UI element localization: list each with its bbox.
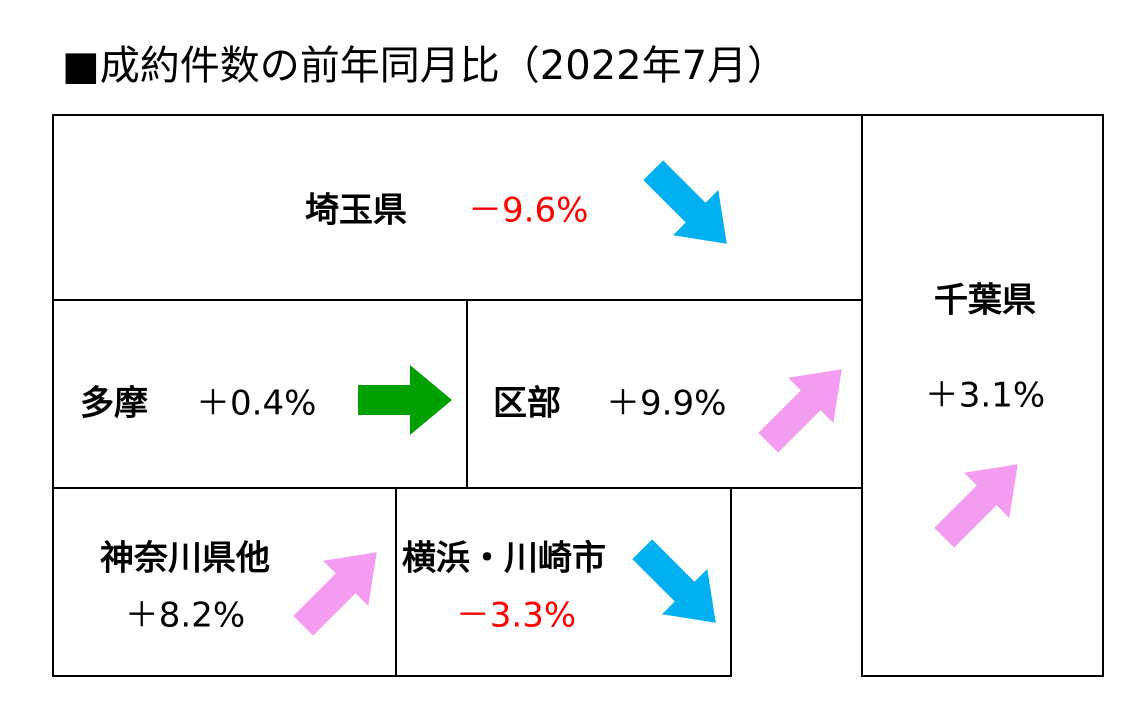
region-change: ＋8.2% (125, 596, 245, 636)
region-change: ＋3.1% (925, 376, 1045, 416)
region-name: 神奈川県他 (100, 539, 270, 579)
region-name: 多摩 (80, 384, 148, 424)
region-box (395, 487, 732, 677)
region-change: －3.3% (456, 596, 576, 636)
title: ■成約件数の前年同月比（2022年7月） (62, 43, 787, 89)
region-name: 横浜・川崎市 (402, 539, 606, 579)
arrow-up (934, 464, 1018, 548)
arrow-up (758, 369, 842, 453)
region-grid (52, 114, 1104, 677)
region-name: 千葉県 (934, 281, 1036, 321)
arrow-down (632, 539, 716, 623)
arrow-right (358, 365, 452, 435)
region-box (52, 114, 863, 301)
region-name: 区部 (493, 384, 561, 424)
region-change: ＋0.4% (196, 384, 316, 424)
region-change: ＋9.9% (606, 384, 726, 424)
arrow-up (293, 552, 377, 636)
region-change: －9.6% (468, 191, 588, 231)
region-name: 埼玉県 (305, 191, 407, 231)
arrow-down (643, 160, 727, 244)
